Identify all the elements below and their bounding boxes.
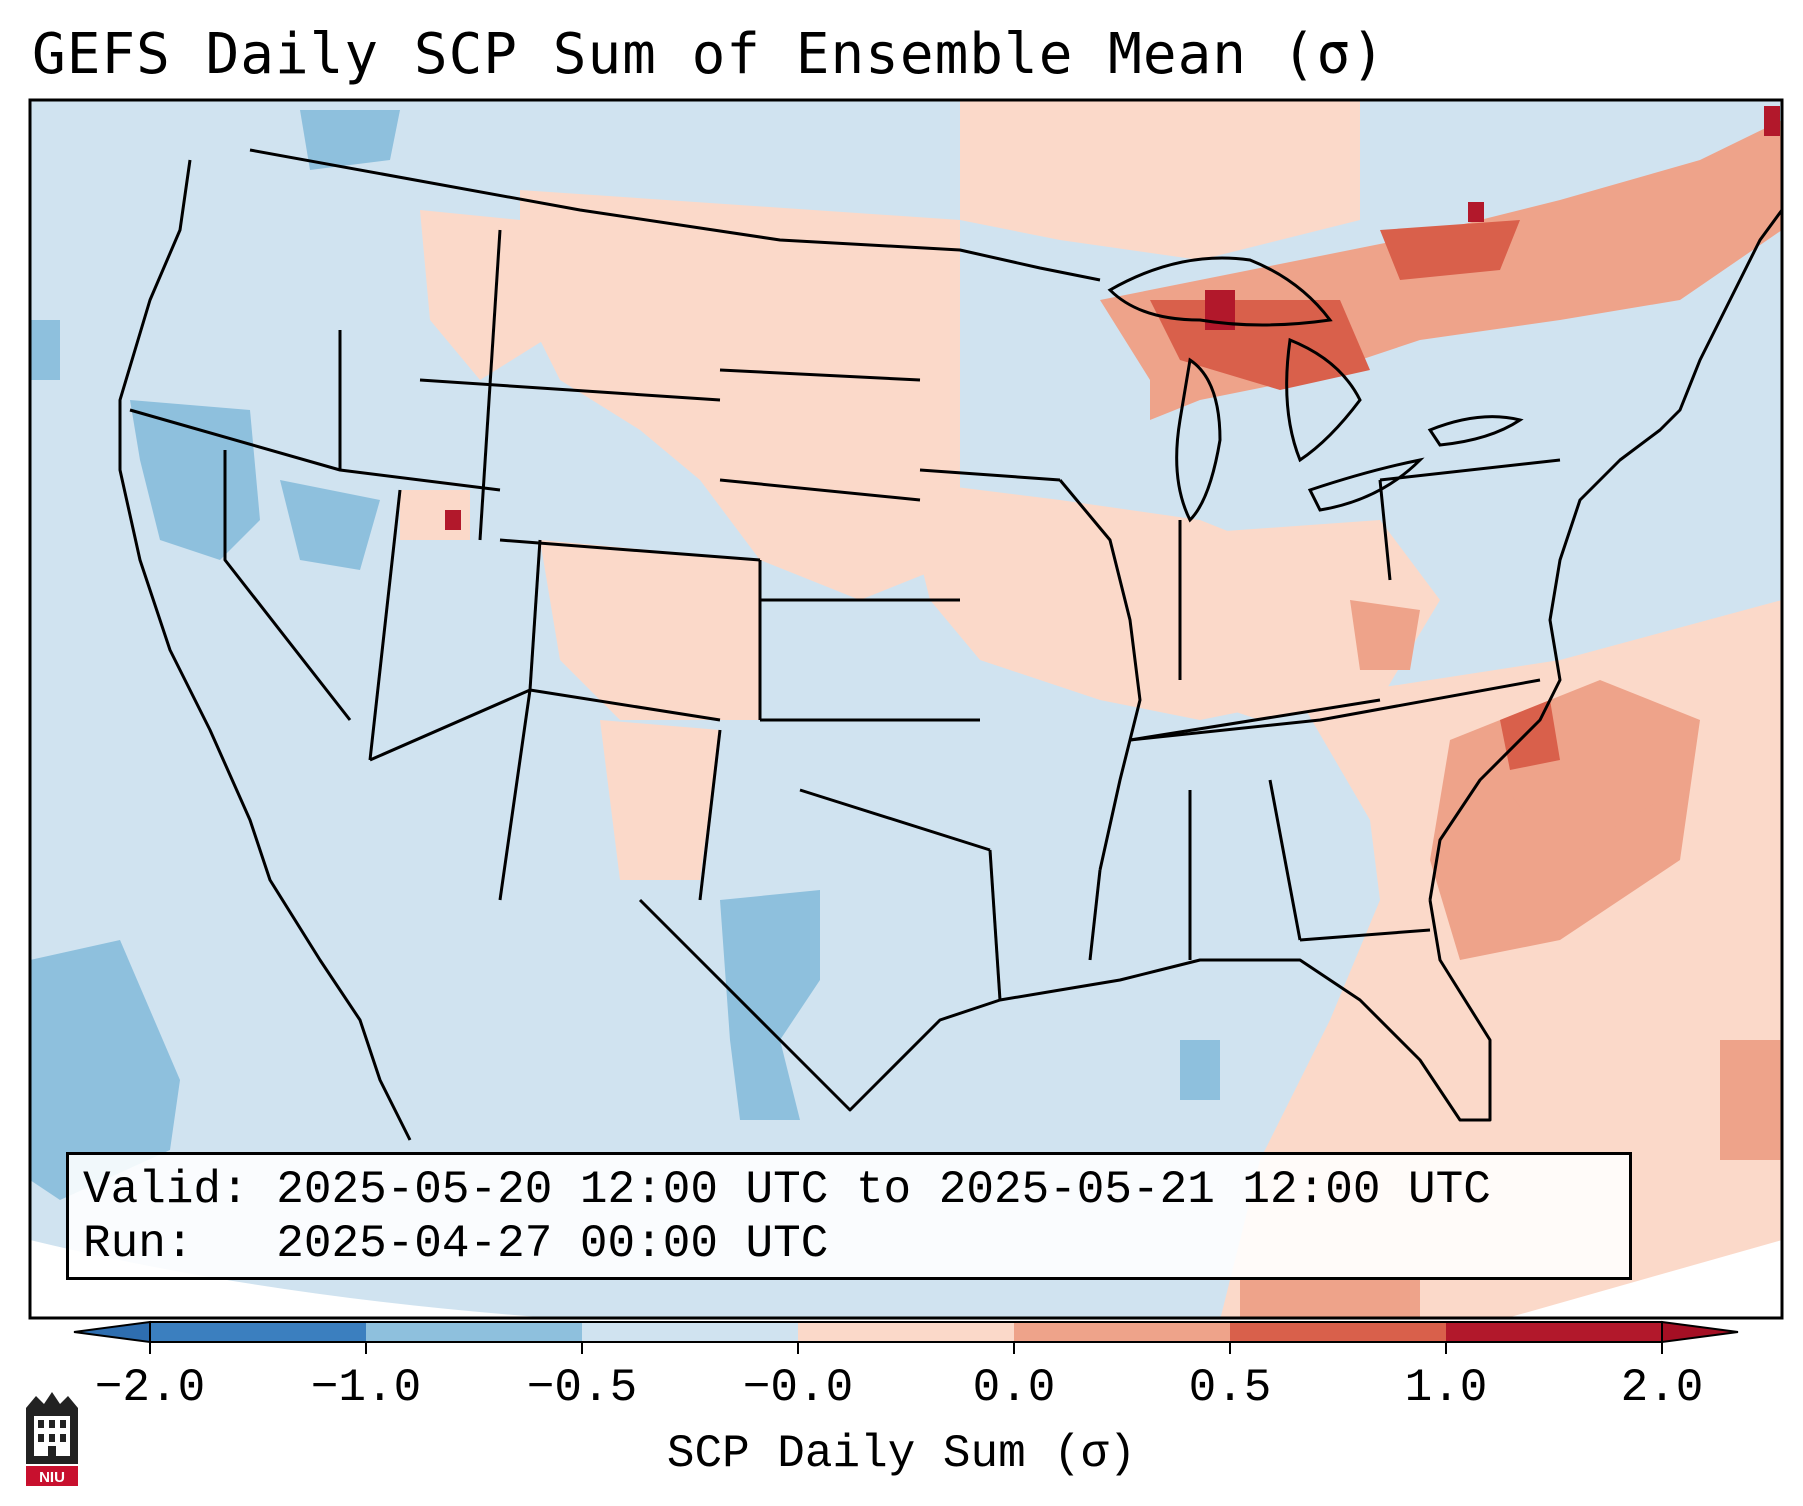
- pacific-nw-blue: [130, 400, 260, 560]
- state-borders: [118, 148, 1782, 1141]
- az-nm-border: [498, 689, 532, 901]
- southern-rockies-region: [600, 720, 720, 880]
- gulf-coastline: [638, 898, 1492, 1122]
- canada-north-region: [960, 100, 1360, 260]
- nevada-blue: [280, 480, 380, 570]
- nm-tx-border: [698, 729, 722, 901]
- wv-region: [1350, 600, 1420, 670]
- oh-pa-border: [1378, 479, 1392, 581]
- ky-tn-border: [1129, 698, 1381, 742]
- valid-value: 2025-05-20 12:00 UTC to 2025-05-21 12:00…: [276, 1164, 1491, 1216]
- nc-coast-core: [1500, 700, 1560, 770]
- lake-huron: [1285, 337, 1362, 463]
- niu-building-icon: NIU: [26, 1392, 78, 1486]
- colorbar-tick-label: 1.0: [1404, 1362, 1488, 1414]
- montana-region: [420, 210, 560, 380]
- atlantic-coastline: [1428, 209, 1782, 901]
- tx-la-border: [988, 849, 1002, 1001]
- logo-text: NIU: [39, 1469, 65, 1486]
- ca-nv-border: [223, 450, 352, 721]
- ok-tx-border: [799, 788, 991, 852]
- lake-superior: [1107, 256, 1333, 327]
- mt-wy-border: [419, 378, 721, 402]
- quebec-max: [1468, 202, 1484, 222]
- mn-ia-border: [919, 468, 1061, 482]
- colorbar-segment: [150, 1322, 367, 1342]
- colorbar-segment: [1446, 1322, 1663, 1342]
- canada-border: [249, 148, 1101, 282]
- ga-fl-border: [1299, 928, 1431, 942]
- lake-ontario: [1427, 415, 1524, 447]
- la-ms-border: [1088, 869, 1102, 961]
- valid-run-box: Valid: 2025-05-20 12:00 UTC to 2025-05-2…: [66, 1152, 1632, 1280]
- map-frame: [28, 98, 1784, 1320]
- gulf-stream-region: [1500, 720, 1660, 860]
- oregon-coast-blue: [30, 320, 60, 380]
- map-title: GEFS Daily SCP Sum of Ensemble Mean (σ): [32, 22, 1386, 87]
- colorbar-frame: [149, 1321, 1663, 1343]
- colorbar-segment: [798, 1322, 1015, 1342]
- lake-michigan: [1175, 357, 1222, 523]
- sd-ne-border: [719, 478, 921, 502]
- colorbar-under-extension: [73, 1320, 151, 1344]
- colorbar-tick-label: −2.0: [94, 1362, 206, 1414]
- utah-max: [445, 510, 461, 530]
- maine-max: [1764, 106, 1780, 136]
- caribbean-region: [1240, 1280, 1420, 1318]
- co-ut-border: [528, 539, 542, 691]
- anomaly-zero-to-half: [400, 100, 1782, 1318]
- run-value: 2025-04-27 00:00 UTC: [276, 1218, 829, 1270]
- great-lakes: [1107, 256, 1524, 523]
- niu-logo: NIU: [20, 1390, 84, 1495]
- colorbar: [73, 1320, 1739, 1354]
- pacific-coastline: [118, 159, 412, 1141]
- quebec-core: [1380, 220, 1520, 280]
- colorbar-segment: [1230, 1322, 1447, 1342]
- colorado-region: [540, 540, 760, 720]
- al-ga-border: [1268, 779, 1302, 941]
- colorbar-tick-label: −1.0: [310, 1362, 422, 1414]
- wy-co-border: [499, 538, 761, 562]
- colorbar-label: SCP Daily Sum (σ): [666, 1428, 1137, 1480]
- washington-blue: [300, 110, 400, 170]
- ohio-valley-region: [1100, 520, 1440, 720]
- colorbar-segment: [366, 1322, 583, 1342]
- anomaly-neg-half: [30, 110, 1220, 1200]
- texas-blue: [720, 890, 820, 1120]
- east-atlantic-region: [1720, 1040, 1782, 1160]
- colorbar-over-extension: [1661, 1320, 1739, 1344]
- valid-label: Valid:: [83, 1164, 249, 1216]
- pa-ny-border: [1379, 458, 1561, 482]
- nd-sd-border: [719, 368, 921, 382]
- map-panel: [30, 100, 1782, 1318]
- pacific-sw-blue: [30, 940, 180, 1200]
- northern-plains-region: [520, 190, 960, 600]
- nv-ut-border: [368, 489, 402, 761]
- colorbar-segment: [1014, 1322, 1231, 1342]
- id-wy-border: [478, 229, 502, 541]
- colorbar-tick-label: −0.0: [742, 1362, 854, 1414]
- colorbar-tick-label: 2.0: [1620, 1362, 1704, 1414]
- mississippi-line: [1058, 479, 1142, 871]
- tn-nc-line: [1129, 678, 1541, 742]
- projection-edge: [30, 1240, 1782, 1318]
- colorbar-tick-label: −0.5: [526, 1362, 638, 1414]
- colorbar-tick-label: 0.0: [972, 1362, 1056, 1414]
- run-label: Run:: [83, 1218, 194, 1270]
- gulf-blue: [1180, 1040, 1220, 1100]
- lake-erie: [1307, 457, 1425, 512]
- colorbar-segment: [582, 1322, 799, 1342]
- colorbar-tick-label: 0.5: [1188, 1362, 1272, 1414]
